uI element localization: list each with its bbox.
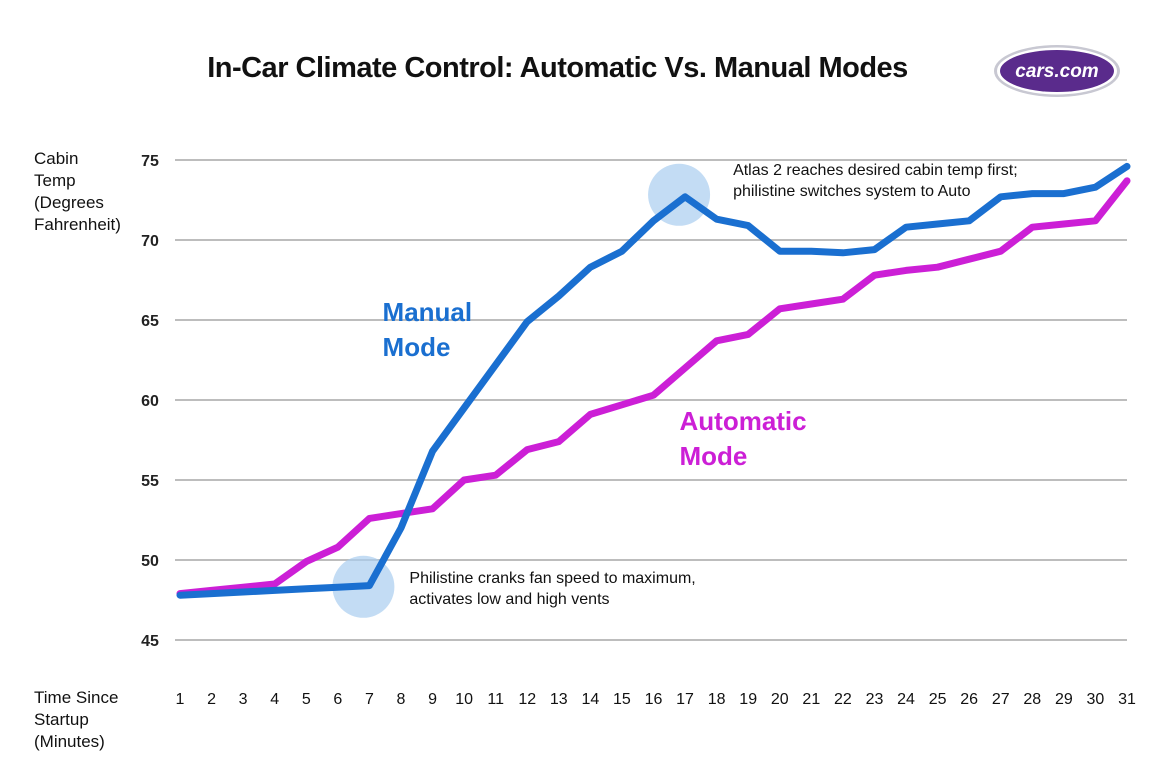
- x-tick-label: 11: [487, 691, 504, 708]
- x-tick-label: 29: [1055, 691, 1073, 708]
- x-tick-label: 18: [708, 691, 726, 708]
- y-tick-label: 70: [141, 233, 159, 250]
- manual-mode-label: Mode: [383, 332, 451, 362]
- annotation-text: Philistine cranks fan speed to maximum,: [409, 570, 695, 587]
- x-tick-label: 16: [645, 691, 663, 708]
- automatic-mode-label: Automatic: [680, 406, 807, 436]
- x-tick-label: 12: [518, 691, 536, 708]
- x-tick-label: 30: [1087, 691, 1105, 708]
- y-tick-label: 45: [141, 633, 159, 650]
- x-tick-label: 31: [1118, 691, 1136, 708]
- x-tick-label: 17: [676, 691, 694, 708]
- y-axis-label-line: (Degrees: [34, 193, 104, 212]
- y-axis-label-line: Temp: [34, 171, 76, 190]
- logo-text: cars.com: [1015, 61, 1099, 82]
- x-axis-label-line: (Minutes): [34, 732, 105, 751]
- y-tick-label: 55: [141, 473, 159, 490]
- x-tick-label: 26: [960, 691, 978, 708]
- cars-com-logo: cars.com: [994, 45, 1120, 97]
- x-tick-label: 23: [866, 691, 884, 708]
- automatic-mode-label: Mode: [680, 441, 748, 471]
- x-tick-label: 2: [207, 691, 216, 708]
- manual-mode-line: [176, 162, 1131, 599]
- x-tick-label: 24: [897, 691, 915, 708]
- x-tick-label: 13: [550, 691, 568, 708]
- y-tick-label: 65: [141, 313, 159, 330]
- x-tick-label: 15: [613, 691, 631, 708]
- x-axis-label-line: Startup: [34, 710, 89, 729]
- x-axis-label: Time Since Startup (Minutes): [34, 687, 118, 753]
- gridlines: [175, 159, 1127, 641]
- x-tick-label: 5: [302, 691, 311, 708]
- manual-mode-label: Manual: [383, 297, 473, 327]
- y-axis-label: Cabin Temp (Degrees Fahrenheit): [34, 148, 121, 236]
- x-tick-label: 6: [333, 691, 342, 708]
- x-tick-label: 9: [428, 691, 437, 708]
- automatic-mode-line: [176, 177, 1131, 598]
- y-axis-label-line: Cabin: [34, 149, 79, 168]
- x-tick-label: 10: [455, 691, 473, 708]
- y-tick-label: 50: [141, 553, 159, 570]
- y-tick-label: 60: [141, 393, 159, 410]
- annotation-text: Atlas 2 reaches desired cabin temp first…: [733, 162, 1018, 179]
- x-tick-labels: 1 2 3 4 5 6 7 8 9 10 11 12 13 14 15 16 17 18 19 20 21 22 23 24 2…: [176, 691, 1136, 708]
- x-tick-label: 21: [802, 691, 820, 708]
- series-labels: Manual Mode Automatic Mode: [383, 297, 807, 471]
- series-lines: [176, 162, 1131, 599]
- y-axis-label-line: Fahrenheit): [34, 215, 121, 234]
- y-tick-label: 75: [141, 153, 159, 170]
- x-tick-label: 22: [834, 691, 852, 708]
- x-tick-label: 4: [270, 691, 279, 708]
- x-tick-label: 27: [992, 691, 1010, 708]
- x-tick-label: 28: [1023, 691, 1041, 708]
- y-tick-labels: 45 50 55 60 65 70 75: [141, 153, 159, 650]
- x-tick-label: 19: [739, 691, 757, 708]
- x-tick-label: 3: [239, 691, 248, 708]
- x-tick-label: 14: [581, 691, 599, 708]
- x-tick-label: 8: [397, 691, 406, 708]
- x-tick-label: 25: [929, 691, 947, 708]
- x-tick-label: 1: [176, 691, 185, 708]
- annotation-text: activates low and high vents: [409, 591, 609, 608]
- x-axis-label-line: Time Since: [34, 688, 119, 707]
- x-tick-label: 7: [365, 691, 374, 708]
- annotations: Atlas 2 reaches desired cabin temp first…: [409, 162, 1017, 608]
- chart-title: In-Car Climate Control: Automatic Vs. Ma…: [207, 52, 908, 84]
- x-tick-label: 20: [771, 691, 789, 708]
- annotation-text: philistine switches system to Auto: [733, 183, 971, 200]
- logo-fill: [1000, 50, 1114, 92]
